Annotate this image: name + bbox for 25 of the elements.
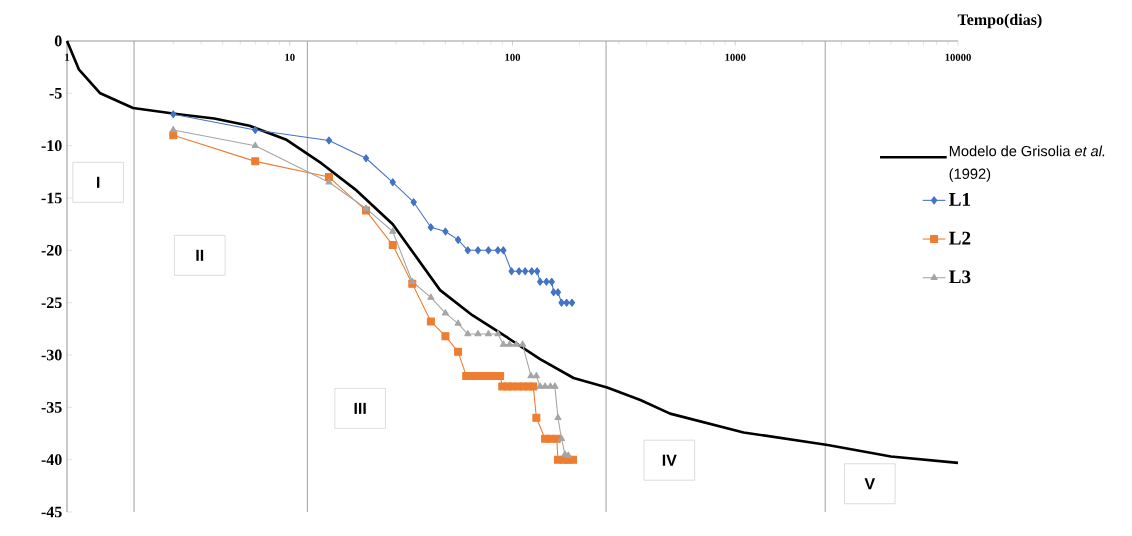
annotation: II xyxy=(196,249,204,261)
y-tick-label: -20 xyxy=(41,244,62,256)
legend-label: L1 xyxy=(949,193,971,206)
text: Modelo de Grisolia et al. (1992) xyxy=(949,145,1105,182)
x-tick-label: 10000 xyxy=(945,53,971,61)
y-tick-label: -10 xyxy=(41,140,62,152)
y-tick-label: 0 xyxy=(54,35,62,47)
y-tick-label: -30 xyxy=(41,349,62,361)
annotation: III xyxy=(354,402,366,414)
annotation: IV xyxy=(662,454,677,466)
y-tick-label: -5 xyxy=(49,88,62,99)
y-tick-label: -15 xyxy=(41,192,62,204)
annotation: I xyxy=(97,176,100,188)
x-tick-label: 10 xyxy=(285,53,295,61)
x-tick-label: 100 xyxy=(505,53,521,61)
x-tick-label: 1 xyxy=(65,53,70,61)
y-tick-label: -25 xyxy=(41,297,62,309)
y-tick-label: -35 xyxy=(41,401,62,413)
y-tick-label: -45 xyxy=(41,506,62,518)
y-tick-label: -40 xyxy=(41,454,62,466)
x-axis-title: Tempo(dias) xyxy=(957,13,1042,29)
legend-label: L2 xyxy=(949,231,971,245)
annotation: V xyxy=(864,478,876,490)
legend-label: L3 xyxy=(949,270,971,284)
x-tick-label: 1000 xyxy=(725,53,746,61)
